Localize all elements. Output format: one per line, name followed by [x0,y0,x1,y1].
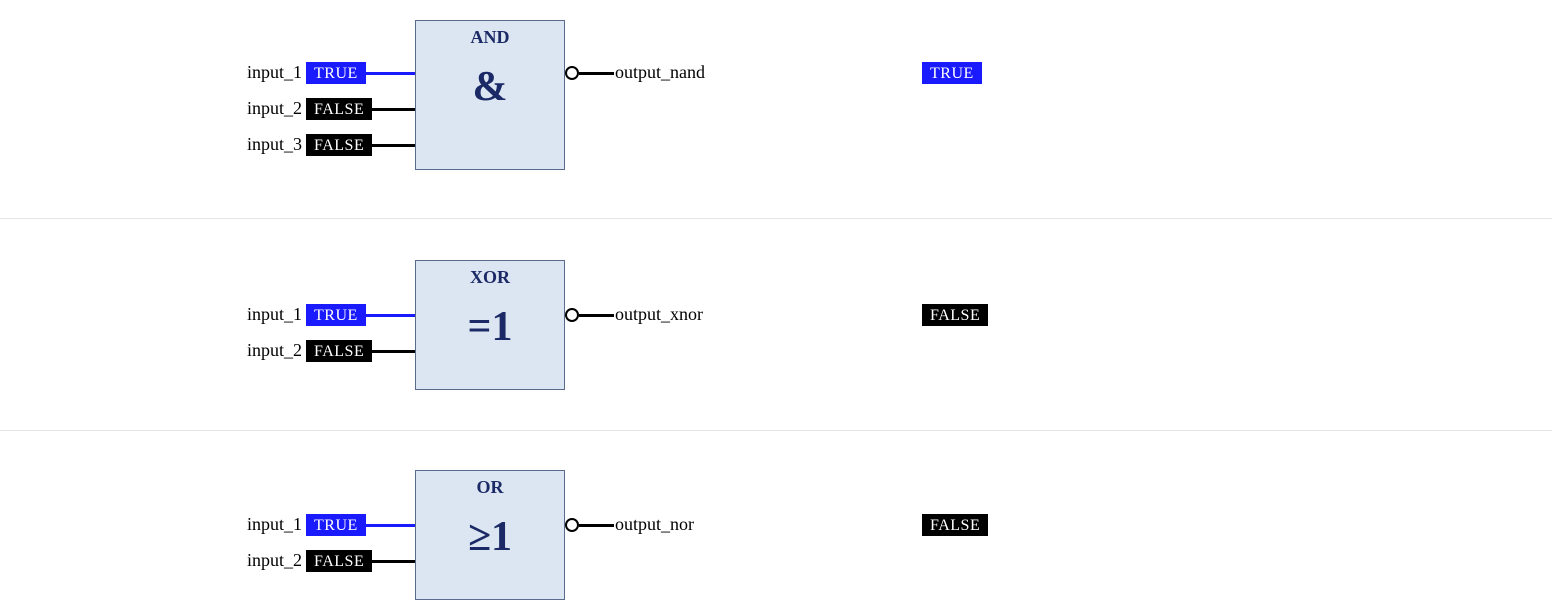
negation-circle-icon [565,518,579,532]
input-label: input_2 [0,340,302,361]
wire-output [579,524,614,527]
wire-input [366,72,415,75]
input-value-tag: FALSE [306,340,372,362]
input-value-tag: FALSE [306,98,372,120]
result-tag: FALSE [922,514,988,536]
input-value-tag: TRUE [306,62,366,84]
result-tag: FALSE [922,304,988,326]
input-label: input_1 [0,514,302,535]
gate-title: OR [416,477,564,498]
gate-box-xor: XOR =1 [415,260,565,390]
wire-input [372,144,415,147]
gate-symbol: =1 [416,306,564,348]
wire-input [372,560,415,563]
input-value-tag: FALSE [306,134,372,156]
gate-symbol: ≥1 [416,516,564,558]
wire-input [372,350,415,353]
gate-symbol: & [416,66,564,108]
input-value-tag: FALSE [306,550,372,572]
wire-input [372,108,415,111]
section-divider [0,218,1552,219]
input-value-tag: TRUE [306,304,366,326]
input-label: input_1 [0,304,302,325]
input-label: input_3 [0,134,302,155]
input-label: input_1 [0,62,302,83]
output-label: output_nand [615,62,705,83]
wire-input [366,314,415,317]
result-tag: TRUE [922,62,982,84]
wire-input [366,524,415,527]
input-label: input_2 [0,98,302,119]
gate-title: AND [416,27,564,48]
gate-title: XOR [416,267,564,288]
wire-output [579,72,614,75]
wire-output [579,314,614,317]
negation-circle-icon [565,66,579,80]
diagram-canvas: AND&output_nandTRUEinput_1TRUEinput_2FAL… [0,0,1552,616]
output-label: output_xnor [615,304,703,325]
gate-box-or: OR ≥1 [415,470,565,600]
output-label: output_nor [615,514,694,535]
negation-circle-icon [565,308,579,322]
input-value-tag: TRUE [306,514,366,536]
section-divider [0,430,1552,431]
input-label: input_2 [0,550,302,571]
gate-box-and: AND & [415,20,565,170]
